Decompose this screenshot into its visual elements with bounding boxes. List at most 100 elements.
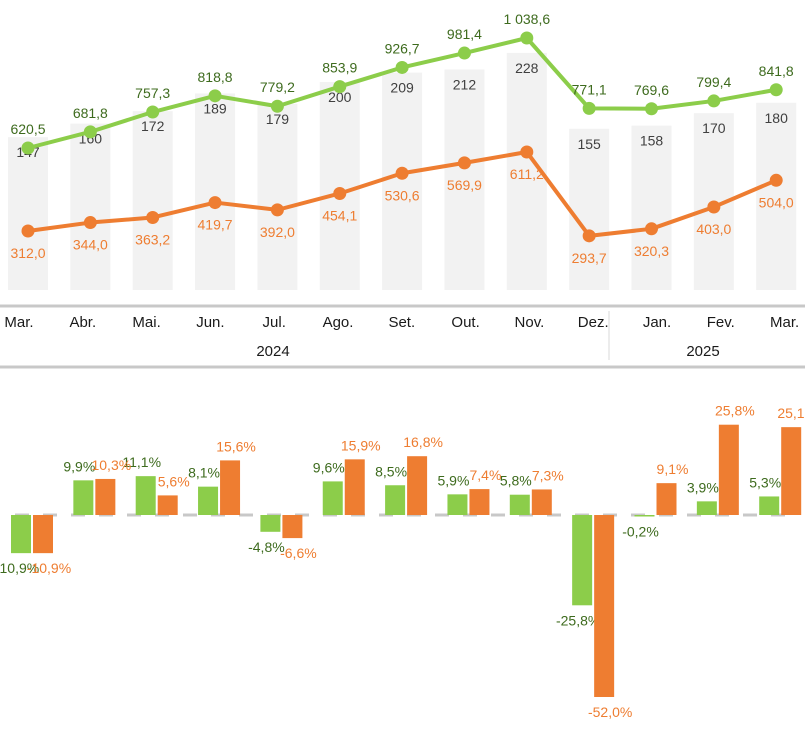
series-label-orange: 392,0 bbox=[260, 224, 295, 240]
change-label-orange: -52,0% bbox=[588, 704, 632, 720]
volume-bar-label: 172 bbox=[141, 118, 165, 134]
series-label-orange: 344,0 bbox=[73, 237, 108, 253]
series-point-orange bbox=[645, 222, 658, 236]
change-label-orange: 10,3% bbox=[91, 457, 131, 473]
month-tick-label: Out. bbox=[451, 314, 479, 331]
change-label-orange: 15,9% bbox=[341, 437, 381, 453]
volume-bar-label: 155 bbox=[577, 136, 601, 152]
volume-bar-label: 189 bbox=[203, 100, 227, 116]
series-label-orange: 530,6 bbox=[385, 187, 420, 203]
volume-bar-label: 170 bbox=[702, 120, 726, 136]
change-bar-green bbox=[11, 515, 31, 554]
volume-bar bbox=[631, 125, 672, 291]
series-point-orange bbox=[83, 216, 97, 230]
change-bar-orange bbox=[531, 489, 552, 515]
change-label-orange: 9,1% bbox=[657, 461, 689, 477]
change-label-orange: 25,8% bbox=[715, 403, 755, 419]
top-chart: 1471601721891792002092122281551581701806… bbox=[0, 11, 805, 369]
series-label-orange: 312,0 bbox=[10, 245, 45, 261]
volume-bar bbox=[70, 123, 111, 290]
month-tick-label: Jul. bbox=[263, 314, 286, 331]
change-label-green: 9,9% bbox=[63, 458, 95, 474]
volume-bar bbox=[756, 102, 797, 290]
year-label: 2025 bbox=[686, 343, 719, 360]
series-label-green: 841,8 bbox=[759, 63, 794, 79]
change-bar-orange bbox=[220, 460, 241, 515]
series-label-green: 769,6 bbox=[634, 82, 669, 98]
change-label-orange: 16,8% bbox=[403, 434, 443, 450]
change-bar-orange bbox=[594, 515, 615, 697]
change-label-green: -4,8% bbox=[248, 539, 285, 555]
change-label-orange: 7,3% bbox=[532, 467, 564, 483]
month-tick-label: Dez. bbox=[578, 314, 609, 331]
change-label-green: 11,1% bbox=[122, 454, 161, 470]
series-label-green: 981,4 bbox=[447, 26, 482, 42]
change-label-green: 3,9% bbox=[687, 479, 719, 495]
change-bar-orange bbox=[469, 489, 490, 515]
series-point-orange bbox=[769, 173, 783, 187]
change-bar-orange bbox=[157, 495, 178, 515]
change-label-orange: -6,6% bbox=[280, 545, 317, 561]
change-label-orange: 7,4% bbox=[469, 467, 501, 483]
month-tick-label: Jun. bbox=[196, 314, 224, 331]
series-label-green: 818,8 bbox=[198, 69, 233, 85]
series-point-green bbox=[146, 105, 160, 119]
change-label-green: 8,1% bbox=[188, 465, 220, 481]
change-bar-green bbox=[759, 496, 780, 515]
volume-bar bbox=[569, 128, 610, 290]
series-point-green bbox=[83, 125, 97, 139]
month-tick-label: Fev. bbox=[707, 314, 735, 331]
volume-bar-label: 179 bbox=[266, 111, 290, 127]
series-point-green bbox=[21, 141, 35, 155]
series-point-orange bbox=[146, 210, 160, 224]
series-label-orange: 454,1 bbox=[322, 207, 357, 223]
month-tick-label: Mai. bbox=[132, 314, 160, 331]
series-point-green bbox=[395, 60, 409, 74]
series-label-orange: 363,2 bbox=[135, 231, 170, 247]
series-label-green: 853,9 bbox=[322, 60, 357, 76]
year-label: 2024 bbox=[256, 343, 289, 360]
series-label-green: 620,5 bbox=[10, 121, 45, 137]
month-tick-label: Mar. bbox=[4, 314, 33, 331]
series-label-green: 779,2 bbox=[260, 79, 295, 95]
change-bar-green bbox=[135, 476, 156, 515]
change-bar-orange bbox=[95, 478, 116, 515]
series-point-green bbox=[769, 83, 783, 97]
volume-bar bbox=[444, 69, 485, 291]
series-label-green: 1 038,6 bbox=[503, 11, 550, 27]
change-label-orange: 15,6% bbox=[216, 438, 256, 454]
series-label-green: 681,8 bbox=[73, 105, 108, 121]
volume-bar bbox=[257, 103, 298, 290]
change-bar-green bbox=[696, 501, 717, 515]
month-tick-label: Set. bbox=[388, 314, 415, 331]
series-label-orange: 419,7 bbox=[198, 217, 233, 233]
series-label-orange: 403,0 bbox=[696, 221, 731, 237]
volume-bar-label: 158 bbox=[640, 133, 664, 149]
volume-bar bbox=[8, 137, 48, 290]
change-label-green: 5,9% bbox=[437, 472, 469, 488]
series-point-green bbox=[582, 101, 596, 115]
volume-bar-label: 180 bbox=[765, 110, 789, 126]
series-point-orange bbox=[333, 186, 347, 200]
series-point-orange bbox=[520, 145, 534, 159]
series-label-orange: 504,0 bbox=[759, 194, 794, 210]
change-bar-orange bbox=[781, 427, 802, 515]
change-label-orange: -10,9% bbox=[27, 560, 71, 576]
change-bar-green bbox=[260, 515, 281, 532]
change-bar-orange bbox=[656, 483, 677, 515]
change-bar-green bbox=[322, 481, 343, 515]
change-bar-green bbox=[385, 485, 406, 515]
series-point-green bbox=[645, 102, 658, 116]
change-bar-green bbox=[73, 480, 94, 515]
volume-bar bbox=[195, 93, 236, 290]
change-label-green: 9,6% bbox=[313, 459, 345, 475]
change-label-green: 5,3% bbox=[749, 474, 781, 490]
series-point-orange bbox=[208, 196, 222, 210]
change-label-green: 5,8% bbox=[500, 473, 532, 489]
change-bar-orange bbox=[282, 515, 303, 539]
series-point-green bbox=[333, 80, 347, 94]
change-bar-green bbox=[198, 486, 219, 515]
series-label-green: 799,4 bbox=[696, 74, 731, 90]
month-tick-label: Ago. bbox=[323, 314, 354, 331]
